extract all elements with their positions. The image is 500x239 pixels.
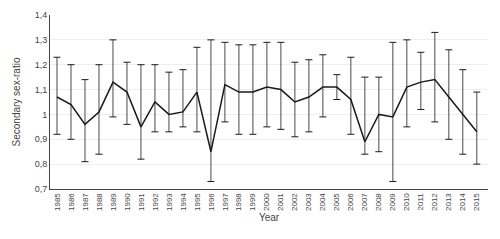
svg-text:1999: 1999 bbox=[249, 193, 258, 211]
svg-text:1,3: 1,3 bbox=[35, 35, 48, 45]
svg-text:1,1: 1,1 bbox=[35, 85, 48, 95]
svg-text:1985: 1985 bbox=[53, 193, 62, 211]
svg-text:1,2: 1,2 bbox=[35, 60, 48, 70]
svg-text:2011: 2011 bbox=[416, 193, 425, 211]
svg-text:2001: 2001 bbox=[276, 193, 285, 211]
svg-text:2012: 2012 bbox=[430, 193, 439, 211]
svg-text:2013: 2013 bbox=[444, 193, 453, 211]
svg-text:2002: 2002 bbox=[290, 193, 299, 211]
svg-text:2003: 2003 bbox=[304, 193, 313, 211]
svg-text:1998: 1998 bbox=[235, 193, 244, 211]
svg-text:2009: 2009 bbox=[388, 193, 397, 211]
svg-text:1990: 1990 bbox=[123, 193, 132, 211]
svg-text:1991: 1991 bbox=[137, 193, 146, 211]
svg-text:Year: Year bbox=[259, 212, 280, 223]
svg-text:1994: 1994 bbox=[179, 193, 188, 211]
svg-text:1987: 1987 bbox=[81, 193, 90, 211]
svg-text:0,9: 0,9 bbox=[35, 134, 48, 144]
svg-text:2014: 2014 bbox=[458, 193, 467, 211]
svg-text:2006: 2006 bbox=[346, 193, 355, 211]
svg-text:0,8: 0,8 bbox=[35, 159, 48, 169]
svg-text:0,7: 0,7 bbox=[35, 184, 48, 194]
svg-text:1989: 1989 bbox=[109, 193, 118, 211]
svg-text:2010: 2010 bbox=[402, 193, 411, 211]
svg-text:2004: 2004 bbox=[318, 193, 327, 211]
svg-text:2008: 2008 bbox=[374, 193, 383, 211]
svg-text:1993: 1993 bbox=[165, 193, 174, 211]
svg-text:Secondary sex-ratio: Secondary sex-ratio bbox=[11, 57, 22, 146]
svg-text:1,4: 1,4 bbox=[35, 10, 48, 20]
svg-text:1996: 1996 bbox=[207, 193, 216, 211]
svg-text:1997: 1997 bbox=[221, 193, 230, 211]
svg-text:2015: 2015 bbox=[472, 193, 481, 211]
svg-text:2007: 2007 bbox=[360, 193, 369, 211]
svg-text:1995: 1995 bbox=[193, 193, 202, 211]
svg-text:2005: 2005 bbox=[332, 193, 341, 211]
svg-text:1986: 1986 bbox=[67, 193, 76, 211]
svg-text:2000: 2000 bbox=[263, 193, 272, 211]
svg-text:1: 1 bbox=[42, 110, 47, 120]
svg-text:1992: 1992 bbox=[151, 193, 160, 211]
svg-text:1988: 1988 bbox=[95, 193, 104, 211]
